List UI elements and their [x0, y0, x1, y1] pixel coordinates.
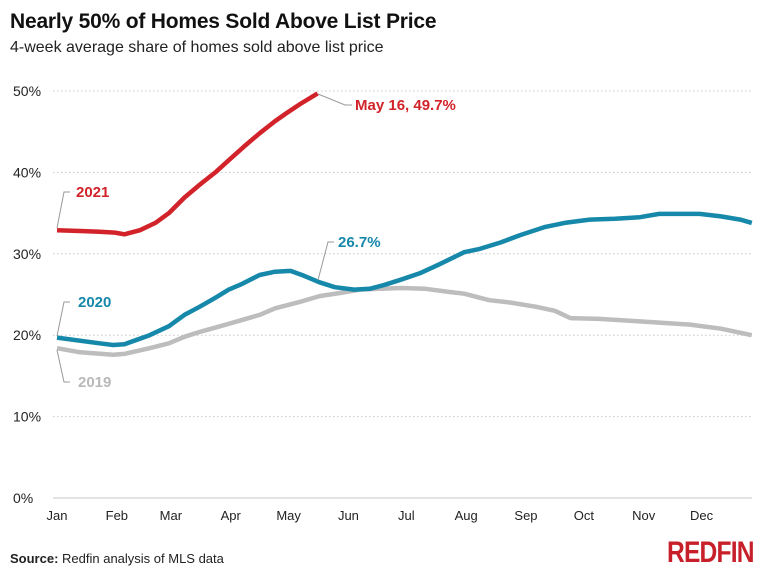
series-line-2019 — [56, 285, 753, 357]
connector-line — [317, 93, 352, 106]
connector-line — [56, 301, 70, 337]
chart-title: Nearly 50% of Homes Sold Above List Pric… — [10, 10, 437, 33]
x-tick-label: Jun — [338, 508, 359, 523]
source-label: Source: — [10, 551, 59, 566]
x-tick-label: Jan — [47, 508, 68, 523]
series-label-2021: 2021 — [76, 184, 109, 201]
x-tick-label: Oct — [574, 508, 595, 523]
series-line-2021 — [56, 91, 319, 237]
x-tick-label: Feb — [106, 508, 128, 523]
x-tick-label: May — [276, 508, 301, 523]
x-tick-label: Mar — [160, 508, 183, 523]
y-tick-label: 20% — [13, 327, 41, 343]
redfin-logo: REDFIN — [667, 536, 754, 569]
y-tick-label: 0% — [13, 490, 33, 506]
x-tick-label: Nov — [632, 508, 656, 523]
connector-line — [56, 349, 70, 383]
annotation-peak-2021: May 16, 49.7% — [355, 97, 456, 114]
x-tick-label: Sep — [514, 508, 537, 523]
source-note: Source: Redfin analysis of MLS data — [10, 551, 224, 566]
x-tick-label: Apr — [221, 508, 242, 523]
connector-line — [56, 191, 70, 229]
chart-subtitle: 4-week average share of homes sold above… — [10, 39, 384, 56]
series-line-2020 — [56, 211, 753, 348]
source-text: Redfin analysis of MLS data — [58, 551, 224, 566]
series-label-2020: 2020 — [78, 294, 111, 311]
y-tick-label: 40% — [13, 164, 41, 180]
series-label-2019: 2019 — [78, 374, 111, 391]
annotation-peak-2020: 26.7% — [338, 234, 381, 251]
connector-line — [317, 241, 334, 281]
y-tick-label: 10% — [13, 409, 41, 425]
y-tick-label: 50% — [13, 83, 41, 99]
y-tick-label: 30% — [13, 246, 41, 262]
x-tick-label: Dec — [690, 508, 714, 523]
x-tick-label: Aug — [455, 508, 478, 523]
x-tick-label: Jul — [398, 508, 415, 523]
